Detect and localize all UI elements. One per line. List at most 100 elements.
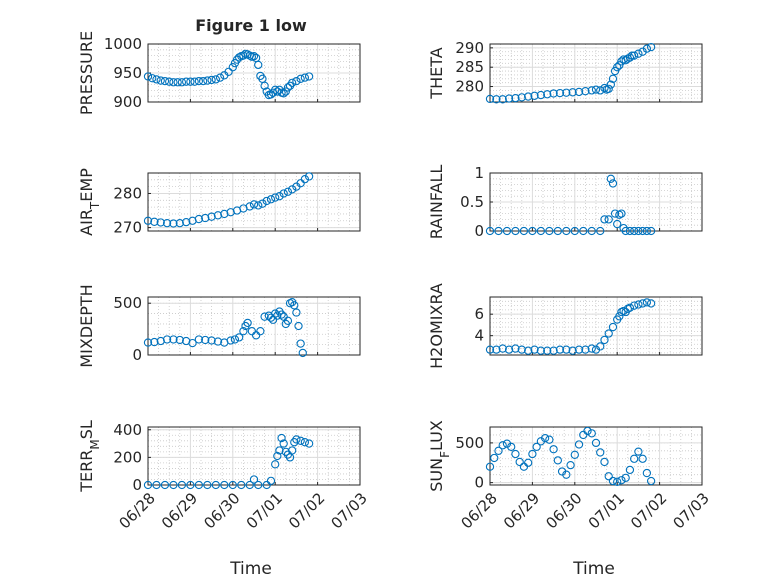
data-point xyxy=(190,77,199,86)
data-point xyxy=(186,77,195,86)
data-point xyxy=(152,480,161,490)
data-point xyxy=(247,327,257,336)
data-point xyxy=(224,67,233,76)
data-point xyxy=(215,73,225,82)
data-point xyxy=(292,76,301,86)
data-point xyxy=(562,470,571,479)
data-point xyxy=(511,344,520,353)
data-point xyxy=(494,226,503,236)
y-tick-label: 500 xyxy=(455,434,484,452)
y-tick-label: 6 xyxy=(474,305,484,323)
data-point xyxy=(549,445,558,454)
y-tick-label: 900 xyxy=(113,93,142,111)
data-point xyxy=(182,77,191,86)
data-point xyxy=(519,226,529,236)
data-point xyxy=(587,226,596,236)
y-axis-label: RAINFALL xyxy=(427,165,446,240)
data-point xyxy=(646,226,656,236)
data-point xyxy=(279,312,288,321)
x-tick-label: 06/28 xyxy=(458,489,501,532)
y-tick-label: 0 xyxy=(132,346,142,364)
data-point xyxy=(511,226,520,236)
data-point xyxy=(596,86,605,95)
data-point xyxy=(203,480,212,490)
axes-border xyxy=(147,426,361,486)
data-point xyxy=(203,76,212,85)
data-point xyxy=(254,201,263,210)
data-point xyxy=(574,87,584,97)
data-point xyxy=(281,447,290,457)
data-point xyxy=(283,83,293,92)
data-point xyxy=(485,94,495,104)
data-point xyxy=(254,480,263,490)
data-point xyxy=(600,215,609,224)
data-point xyxy=(275,446,284,455)
data-point xyxy=(604,84,613,94)
axes-border xyxy=(489,296,703,356)
data-point xyxy=(625,465,635,475)
data-point xyxy=(630,226,639,236)
y-axis-label: H2OMIXRA xyxy=(427,283,446,369)
data-point xyxy=(300,73,310,82)
data-point xyxy=(530,91,539,100)
data-point xyxy=(570,450,579,459)
data-point xyxy=(638,454,647,463)
data-point xyxy=(160,480,170,490)
data-point xyxy=(237,480,246,490)
data-point xyxy=(642,298,652,307)
scatter-series xyxy=(143,49,314,100)
data-point xyxy=(177,78,187,87)
data-point xyxy=(213,337,223,346)
data-point xyxy=(528,226,537,236)
data-point xyxy=(162,335,172,344)
data-point xyxy=(630,301,639,310)
data-point xyxy=(545,226,554,236)
data-point xyxy=(583,426,592,436)
data-point xyxy=(156,218,165,227)
data-point xyxy=(587,86,596,95)
data-point xyxy=(186,480,195,490)
data-point xyxy=(194,335,204,344)
axes-border xyxy=(489,172,703,232)
data-point xyxy=(271,193,280,202)
data-point xyxy=(226,336,235,345)
data-point xyxy=(604,215,613,224)
data-point xyxy=(545,435,554,444)
scatter-series xyxy=(485,426,656,486)
data-point xyxy=(543,90,552,99)
data-point xyxy=(600,83,609,93)
data-point xyxy=(566,460,575,470)
data-point xyxy=(235,333,244,342)
data-point xyxy=(300,438,310,447)
data-point xyxy=(279,189,288,198)
axes-border xyxy=(147,172,361,232)
data-point xyxy=(258,199,267,208)
data-point xyxy=(507,442,516,452)
data-point xyxy=(156,76,165,85)
scatter-series xyxy=(485,42,656,104)
y-tick-label: 200 xyxy=(113,448,142,466)
data-point xyxy=(587,429,596,438)
data-point xyxy=(634,49,643,58)
data-point xyxy=(553,226,562,236)
data-point xyxy=(492,95,501,104)
x-tick-label: 07/02 xyxy=(627,489,670,532)
data-point xyxy=(152,75,161,84)
axes-border xyxy=(147,296,361,356)
data-point xyxy=(201,335,210,345)
data-point xyxy=(596,448,605,457)
data-point xyxy=(517,345,526,354)
data-point xyxy=(562,226,571,236)
data-point xyxy=(230,335,240,344)
y-tick-label: 4 xyxy=(474,327,484,345)
data-point xyxy=(162,219,172,228)
data-point xyxy=(296,339,305,348)
data-point xyxy=(266,476,276,486)
data-point xyxy=(175,219,184,228)
x-tick-label: 06/30 xyxy=(542,489,585,532)
data-point xyxy=(266,195,276,204)
data-point xyxy=(175,335,184,345)
data-point xyxy=(574,345,584,354)
